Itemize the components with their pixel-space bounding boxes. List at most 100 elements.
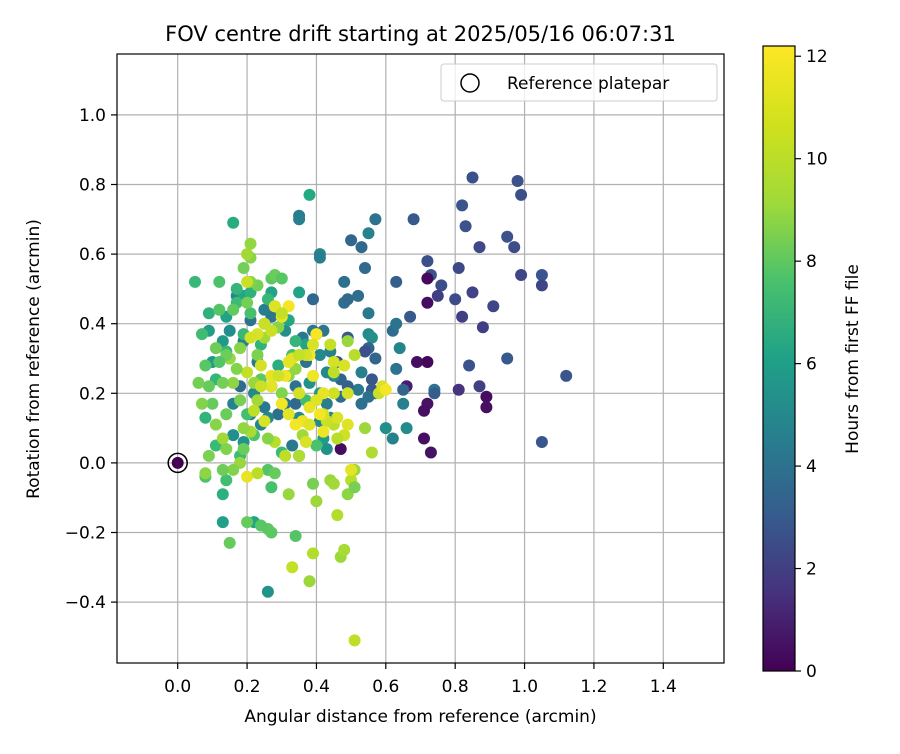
scatter-point bbox=[459, 220, 472, 233]
scatter-point bbox=[313, 408, 326, 421]
scatter-point bbox=[282, 356, 295, 368]
scatter-point bbox=[341, 387, 354, 400]
scatter-point bbox=[258, 415, 271, 428]
scatter-point bbox=[463, 359, 476, 372]
y-tick-label: 1.0 bbox=[79, 106, 106, 126]
scatter-point bbox=[268, 467, 281, 480]
scatter-point bbox=[303, 188, 316, 201]
scatter-point bbox=[535, 279, 548, 292]
scatter-point bbox=[289, 335, 302, 348]
scatter-point bbox=[244, 307, 257, 320]
scatter-point bbox=[535, 269, 548, 281]
scatter-point bbox=[466, 286, 479, 299]
scatter-point bbox=[303, 418, 316, 431]
scatter-point bbox=[196, 328, 208, 341]
scatter-point bbox=[213, 303, 226, 316]
scatter-point bbox=[320, 397, 333, 410]
scatter-point bbox=[223, 324, 236, 337]
y-tick-label: 0.0 bbox=[79, 454, 106, 474]
x-tick-label: 1.2 bbox=[580, 677, 607, 697]
scatter-point bbox=[348, 634, 361, 647]
scatter-point bbox=[327, 356, 340, 368]
scatter-point bbox=[289, 530, 302, 542]
scatter-point bbox=[327, 366, 340, 379]
scatter-point bbox=[258, 303, 271, 316]
scatter-point bbox=[341, 293, 354, 306]
y-tick-label: −0.2 bbox=[65, 524, 106, 544]
scatter-point bbox=[303, 575, 316, 588]
scatter-point bbox=[511, 175, 524, 187]
legend-label: Reference platepar bbox=[507, 74, 669, 94]
scatter-point bbox=[282, 408, 295, 421]
scatter-point bbox=[365, 373, 378, 386]
scatter-point bbox=[289, 418, 302, 431]
scatter-point bbox=[421, 356, 434, 368]
scatter-point bbox=[476, 321, 489, 334]
scatter-point bbox=[331, 411, 344, 424]
scatter-point bbox=[272, 359, 285, 372]
colorbar-label: Hours from first FF file bbox=[843, 264, 863, 454]
scatter-point bbox=[435, 279, 448, 292]
scatter-point bbox=[265, 380, 278, 393]
scatter-point bbox=[293, 209, 306, 222]
colorbar-ticks: 0 2 4 6 8 10 12 bbox=[795, 47, 828, 682]
scatter-point bbox=[345, 234, 358, 247]
scatter-point bbox=[209, 418, 222, 431]
scatter-point bbox=[365, 446, 378, 459]
scatter-point bbox=[456, 199, 469, 212]
y-tick-label: 0.8 bbox=[79, 176, 106, 196]
scatter-point bbox=[248, 404, 260, 417]
scatter-point bbox=[313, 349, 326, 361]
scatter-point bbox=[348, 481, 361, 494]
scatter-point bbox=[452, 383, 465, 396]
scatter-point bbox=[338, 275, 351, 288]
scatter-point bbox=[275, 397, 288, 410]
scatter-point bbox=[206, 397, 219, 410]
scatter-point bbox=[327, 387, 340, 400]
scatter-point bbox=[307, 338, 319, 351]
scatter-point bbox=[241, 366, 254, 379]
scatter-point bbox=[244, 237, 257, 250]
scatter-point bbox=[202, 380, 215, 393]
scatter-point bbox=[199, 411, 212, 424]
scatter-point bbox=[272, 408, 285, 421]
scatter-point bbox=[310, 394, 323, 407]
scatter-point bbox=[227, 376, 240, 389]
colorbar: 0 2 4 6 8 10 12 Hours from first FF file bbox=[762, 45, 863, 682]
scatter-point bbox=[227, 303, 240, 316]
scatter-point bbox=[362, 227, 375, 240]
scatter-point bbox=[369, 352, 382, 365]
data-points bbox=[189, 171, 573, 647]
scatter-point bbox=[501, 230, 514, 243]
scatter-point bbox=[456, 310, 469, 323]
x-axis-label: Angular distance from reference (arcmin) bbox=[244, 707, 596, 727]
scatter-point bbox=[421, 296, 434, 309]
scatter-point bbox=[293, 387, 306, 400]
scatter-point bbox=[223, 536, 236, 549]
scatter-point bbox=[379, 383, 392, 396]
y-tick-label: 0.4 bbox=[79, 315, 106, 335]
colorbar-tick-label: 2 bbox=[806, 560, 817, 580]
scatter-point bbox=[320, 443, 333, 455]
colorbar-tick-label: 4 bbox=[806, 457, 817, 477]
scatter-point bbox=[216, 516, 229, 529]
scatter-point bbox=[293, 349, 306, 361]
scatter-point bbox=[428, 387, 441, 400]
scatter-point bbox=[241, 516, 254, 529]
scatter-point bbox=[244, 331, 257, 344]
scatter-point bbox=[421, 272, 434, 285]
scatter-point bbox=[352, 383, 365, 396]
y-axis-label: Rotation from reference (arcmin) bbox=[24, 219, 44, 499]
scatter-point bbox=[258, 317, 271, 330]
scatter-point bbox=[275, 387, 288, 400]
scatter-point bbox=[365, 331, 378, 344]
grid bbox=[117, 54, 724, 663]
scatter-point bbox=[300, 436, 312, 448]
scatter-point bbox=[237, 262, 250, 274]
scatter-point bbox=[411, 356, 423, 368]
scatter-point bbox=[359, 262, 371, 274]
scatter-point bbox=[261, 432, 274, 445]
scatter-point bbox=[251, 467, 264, 480]
